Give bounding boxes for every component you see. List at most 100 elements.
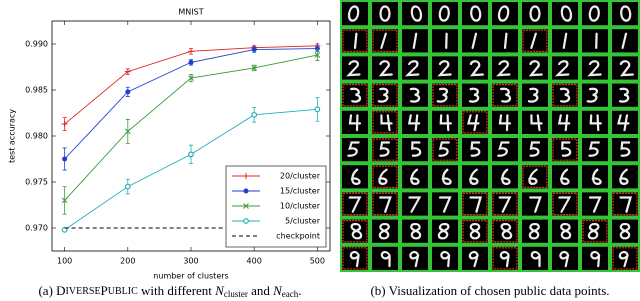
marker [188, 59, 194, 65]
selected-frame [492, 220, 518, 243]
marker [125, 89, 131, 95]
caption-a: (a) DIVERSEPUBLIC with different Ncluste… [38, 283, 301, 299]
digit-image [462, 138, 488, 162]
selected-frame [612, 192, 638, 216]
digit-stroke [378, 168, 388, 185]
digit-stroke [379, 196, 392, 213]
legend-marker [243, 188, 249, 194]
digit-stroke [527, 87, 539, 103]
digit-stroke [439, 114, 452, 132]
selected-frame [432, 138, 458, 161]
digit-stroke [530, 32, 537, 49]
digit-image [402, 165, 428, 189]
digit-stroke [437, 60, 452, 77]
digit-image [432, 192, 458, 216]
digit-image [402, 2, 428, 26]
chart-title: MNIST [178, 8, 203, 17]
y-tick-label: 0.985 [25, 86, 48, 95]
digit-stroke [380, 32, 387, 49]
digit-stroke [380, 114, 393, 132]
digit-stroke [562, 32, 568, 49]
selected-frame [372, 165, 398, 188]
selected-frame [492, 192, 518, 216]
selected-frame [372, 29, 398, 53]
caption-text: (a) [38, 283, 56, 298]
selected-frame [462, 111, 488, 134]
digit-stroke [348, 114, 362, 132]
digit-stroke [500, 223, 513, 240]
digit-image [372, 192, 398, 216]
digit-stroke [469, 223, 481, 240]
digit-stroke [619, 223, 631, 240]
x-tick-label: 200 [120, 257, 135, 266]
digit-stroke [353, 32, 358, 49]
digit-stroke [559, 250, 570, 268]
caption-text: UBLIC [108, 286, 138, 297]
digit-stroke [469, 60, 485, 77]
digit-stroke [348, 196, 362, 213]
digit-stroke [438, 141, 450, 157]
digit-stroke [409, 168, 420, 185]
digit-stroke [347, 5, 360, 22]
digit-image [342, 165, 368, 189]
x-axis-label: number of clusters [153, 272, 228, 281]
digit-stroke [528, 60, 543, 77]
digit-image [342, 83, 368, 107]
digit-stroke [378, 223, 390, 240]
digit-stroke [445, 32, 448, 49]
marker [251, 47, 257, 53]
digit-stroke [496, 60, 511, 77]
digit-stroke [529, 196, 542, 213]
digit-image [522, 2, 548, 26]
digit-image [372, 138, 398, 162]
digit-stroke [530, 114, 543, 132]
digit-stroke [469, 196, 483, 213]
digit-image [372, 29, 398, 53]
digit-stroke [404, 60, 420, 77]
digit-image [462, 165, 488, 189]
digit-stroke [591, 168, 602, 185]
digit-image [552, 2, 578, 26]
digit-stroke [554, 60, 570, 77]
digit-stroke [378, 60, 393, 77]
digit-stroke [409, 250, 420, 268]
digit-stroke [617, 114, 630, 132]
digit-stroke [499, 250, 510, 268]
digit-image [522, 165, 548, 189]
digit-stroke [500, 168, 511, 185]
digit-stroke [529, 5, 541, 22]
digit-image [522, 192, 548, 216]
digit-stroke [409, 87, 421, 103]
selected-frame [552, 192, 578, 216]
digit-image [582, 2, 608, 26]
digit-stroke [561, 141, 572, 157]
selected-frame [552, 83, 578, 107]
digit-stroke [411, 141, 422, 157]
marker [188, 151, 194, 158]
legend-label: 10/cluster [280, 202, 321, 211]
y-tick-label: 0.980 [25, 132, 48, 141]
digit-image [492, 165, 518, 189]
digit-stroke [557, 114, 571, 132]
digit-image [432, 29, 458, 53]
legend-label: 20/cluster [280, 172, 321, 181]
digit-stroke [497, 5, 510, 22]
digit-stroke [350, 223, 363, 240]
digit-stroke [620, 5, 632, 22]
digit-stroke [410, 5, 423, 22]
digit-stroke [497, 141, 510, 157]
legend-label: 15/cluster [280, 187, 321, 196]
digit-stroke [529, 141, 541, 157]
marker [314, 52, 321, 58]
marker [124, 183, 131, 190]
digit-image [492, 192, 518, 216]
digit-stroke [438, 5, 450, 22]
digit-stroke [349, 250, 360, 268]
digit-image [522, 56, 548, 80]
legend-label: 5/cluster [285, 217, 321, 226]
digit-stroke [470, 141, 481, 157]
digit-stroke [620, 141, 631, 157]
digit-image [342, 2, 368, 26]
digit-image [612, 165, 638, 189]
